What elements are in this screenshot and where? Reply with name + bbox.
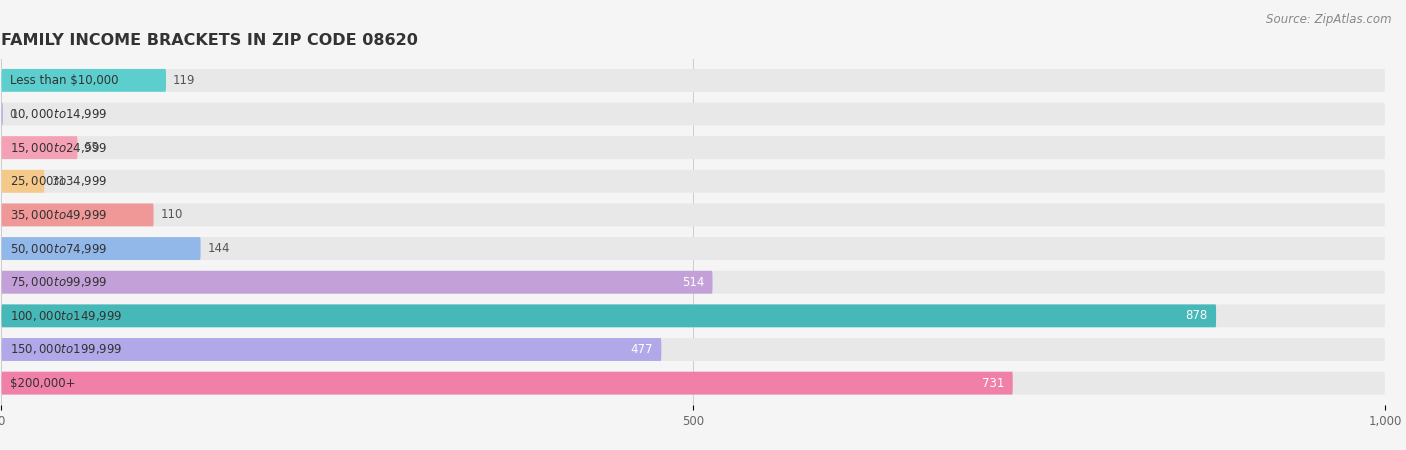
Text: 878: 878 [1185,309,1208,322]
FancyBboxPatch shape [1,372,1012,395]
Text: 0: 0 [10,108,17,121]
Text: 119: 119 [173,74,195,87]
Text: $10,000 to $14,999: $10,000 to $14,999 [10,107,107,121]
FancyBboxPatch shape [1,136,1385,159]
FancyBboxPatch shape [1,304,1216,327]
Text: $50,000 to $74,999: $50,000 to $74,999 [10,242,107,256]
FancyBboxPatch shape [1,271,1385,294]
Text: Source: ZipAtlas.com: Source: ZipAtlas.com [1267,14,1392,27]
Text: $35,000 to $49,999: $35,000 to $49,999 [10,208,107,222]
FancyBboxPatch shape [1,136,77,159]
Text: 514: 514 [682,276,704,289]
Text: $25,000 to $34,999: $25,000 to $34,999 [10,174,107,188]
Text: FAMILY INCOME BRACKETS IN ZIP CODE 08620: FAMILY INCOME BRACKETS IN ZIP CODE 08620 [1,32,418,48]
Text: $100,000 to $149,999: $100,000 to $149,999 [10,309,122,323]
Text: Less than $10,000: Less than $10,000 [10,74,118,87]
FancyBboxPatch shape [1,170,1385,193]
Text: 144: 144 [208,242,231,255]
FancyBboxPatch shape [1,103,1385,126]
FancyBboxPatch shape [1,237,1385,260]
FancyBboxPatch shape [1,203,153,226]
FancyBboxPatch shape [1,304,1385,327]
Text: $75,000 to $99,999: $75,000 to $99,999 [10,275,107,289]
Text: 55: 55 [84,141,100,154]
Text: $200,000+: $200,000+ [10,377,75,390]
Text: 731: 731 [981,377,1004,390]
Text: 110: 110 [160,208,183,221]
FancyBboxPatch shape [1,338,1385,361]
Text: $15,000 to $24,999: $15,000 to $24,999 [10,141,107,155]
FancyBboxPatch shape [1,372,1385,395]
Text: 31: 31 [51,175,66,188]
Text: $150,000 to $199,999: $150,000 to $199,999 [10,342,122,356]
FancyBboxPatch shape [1,237,201,260]
FancyBboxPatch shape [1,69,1385,92]
FancyBboxPatch shape [1,170,45,193]
FancyBboxPatch shape [1,338,661,361]
FancyBboxPatch shape [1,203,1385,226]
FancyBboxPatch shape [1,271,713,294]
Text: 477: 477 [630,343,652,356]
FancyBboxPatch shape [1,69,166,92]
